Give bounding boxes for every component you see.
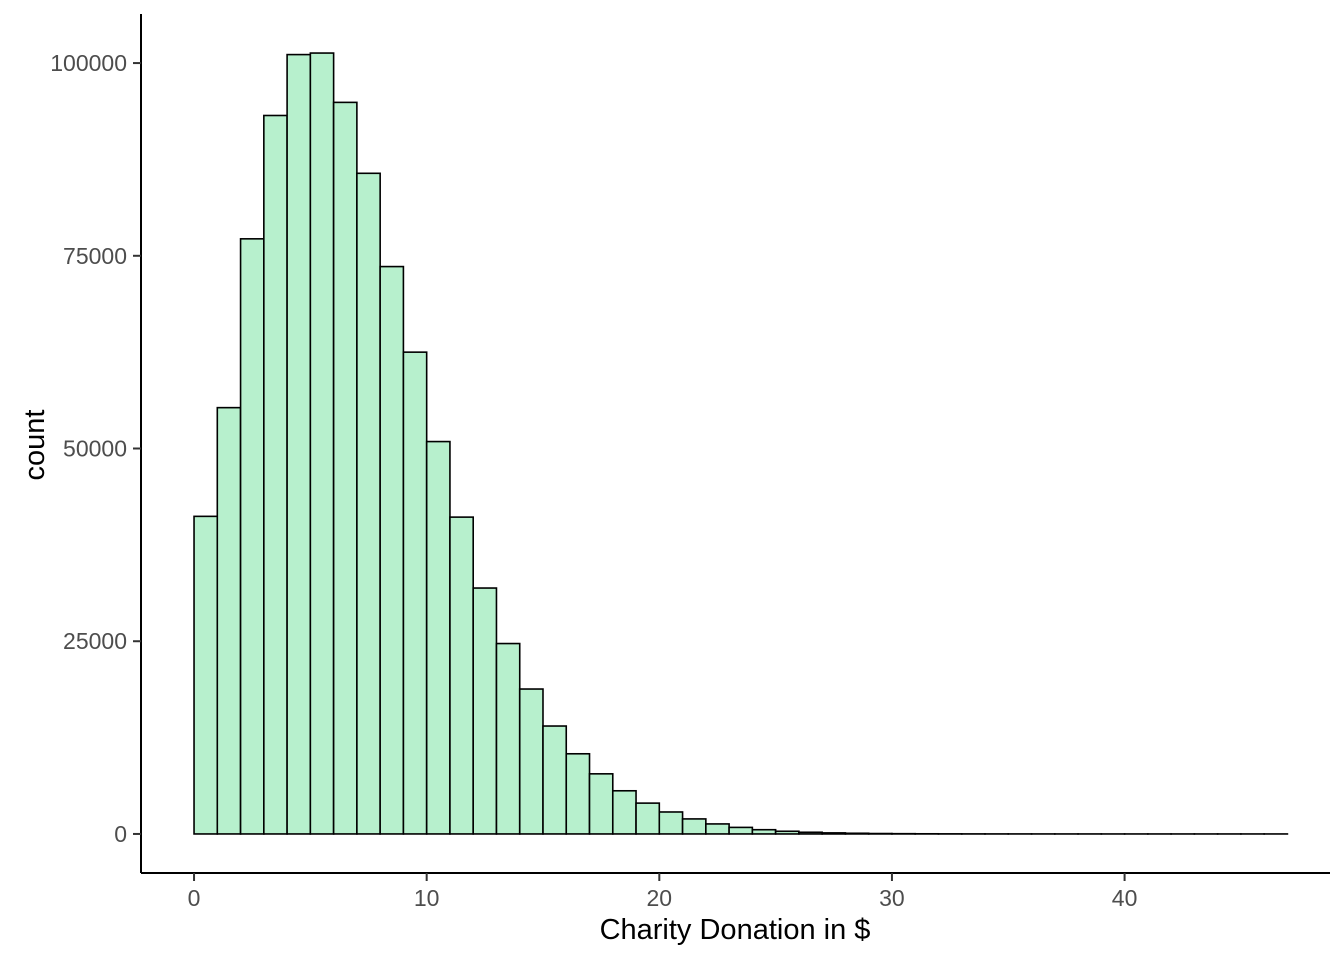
histogram-bar [565, 752, 591, 835]
x-axis-tick-label: 10 [414, 885, 440, 911]
histogram-bar [495, 642, 521, 835]
x-axis-ticks-group: 0 10 20 30 40 [188, 873, 1138, 911]
histogram-bar [402, 351, 428, 835]
histogram-bar [472, 587, 498, 835]
histogram-bar [286, 53, 312, 835]
histogram-bar [425, 440, 451, 835]
x-axis-tick-label: 20 [647, 885, 673, 911]
y-axis-tick-label: 25000 [63, 628, 127, 654]
x-axis-tick-label: 40 [1112, 885, 1138, 911]
histogram-bar [332, 101, 358, 835]
histogram-bar [193, 515, 219, 835]
histogram-bar [239, 238, 265, 835]
histogram-bar [658, 811, 684, 835]
histogram-bars-group [193, 52, 1289, 835]
histogram-bar [798, 831, 823, 835]
histogram-bar [356, 172, 381, 835]
histogram-bar [309, 52, 335, 835]
histogram-bar [705, 823, 730, 835]
x-axis-tick-label: 0 [188, 885, 201, 911]
histogram-bar [774, 830, 800, 835]
y-axis-title: count [19, 410, 51, 481]
histogram-bar [635, 802, 661, 835]
histogram-bar [821, 832, 847, 835]
histogram-bar [263, 114, 288, 835]
histogram-bar [728, 826, 754, 835]
histogram-bar [449, 516, 475, 835]
histogram-bar [681, 818, 707, 835]
x-axis-tick-label: 30 [879, 885, 905, 911]
y-axis-tick-label: 0 [114, 821, 127, 847]
histogram-bar [216, 406, 242, 835]
histogram-bar [588, 773, 614, 835]
histogram-bar [379, 265, 405, 835]
y-axis-tick-label: 50000 [63, 436, 127, 462]
x-axis-title: Charity Donation in $ [600, 914, 871, 946]
histogram-bar [518, 688, 544, 835]
histogram-bar [844, 832, 870, 835]
y-axis-ticks-group: 0 25000 50000 75000 100000 [50, 50, 141, 847]
histogram-bar [542, 725, 568, 835]
y-axis-tick-label: 75000 [63, 243, 127, 269]
histogram-bar [751, 828, 777, 835]
histogram-bar [611, 789, 637, 835]
y-axis-tick-label: 100000 [50, 50, 127, 76]
